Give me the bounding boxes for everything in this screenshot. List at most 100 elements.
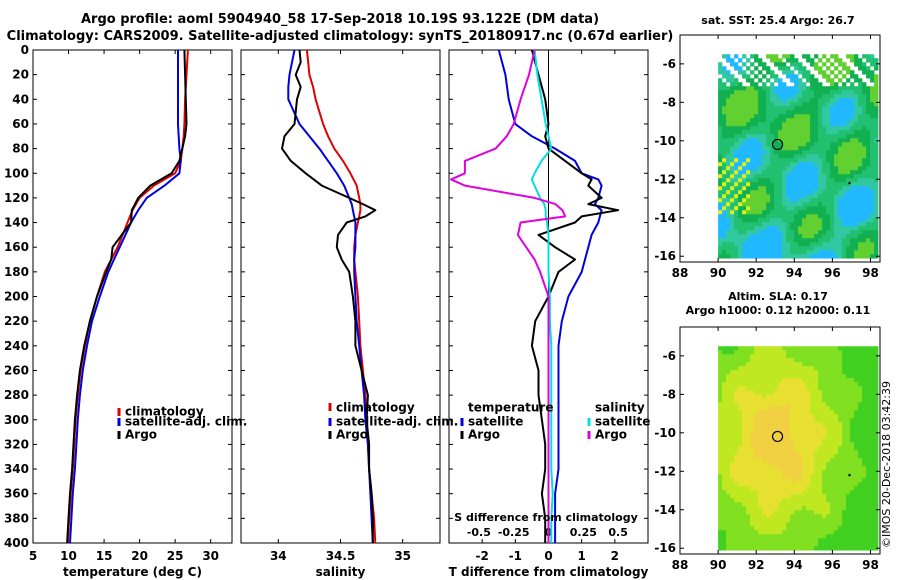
map-cell (782, 350, 787, 355)
map-cell (790, 210, 795, 215)
map-cell (794, 466, 799, 471)
map-cell (854, 526, 859, 531)
map-cell (770, 166, 775, 171)
map-cell (862, 514, 867, 519)
map-cell (846, 482, 851, 487)
map-cell (778, 406, 783, 411)
map-cell (790, 54, 795, 59)
map-cell (790, 90, 795, 95)
map-cell (754, 454, 759, 459)
map-cell (870, 462, 875, 467)
map-cell (774, 114, 779, 119)
map-cell (762, 206, 767, 211)
map-cell (854, 206, 859, 211)
map-cell (862, 386, 867, 391)
map-cell (730, 222, 735, 227)
map-cell (778, 522, 783, 527)
map-cell (846, 534, 851, 539)
map-cell (758, 194, 763, 199)
map-cell (742, 438, 747, 443)
map-cell (734, 546, 739, 551)
map-cell (786, 142, 791, 147)
map-cell (754, 166, 759, 171)
map-cell (874, 542, 879, 547)
map-cell (862, 402, 867, 407)
map-cell (722, 390, 727, 395)
map-cell (842, 242, 847, 247)
map-cell (854, 438, 859, 443)
map-cell (838, 462, 843, 467)
map-cell (742, 470, 747, 475)
map-cell (774, 394, 779, 399)
map-cell (782, 394, 787, 399)
map-cell (870, 378, 875, 383)
map-cell (746, 94, 751, 99)
map-cell (766, 134, 771, 139)
map-cell (750, 198, 755, 203)
map-cell (730, 358, 735, 363)
map-cell (758, 90, 763, 95)
map-cell (722, 226, 727, 231)
map-cell (758, 190, 763, 195)
map-cell (738, 434, 743, 439)
map-cell (846, 66, 851, 71)
map-cell (730, 138, 735, 143)
map-cell (774, 110, 779, 115)
map-cell (762, 142, 767, 147)
map-cell (786, 482, 791, 487)
map-cell (778, 542, 783, 547)
map-cell (722, 134, 727, 139)
map-cell (862, 454, 867, 459)
map-cell (814, 182, 819, 187)
map-cell (734, 414, 739, 419)
map-cell (838, 414, 843, 419)
map-cell (734, 462, 739, 467)
map-cell (834, 130, 839, 135)
map-cell (742, 366, 747, 371)
map-cell (870, 394, 875, 399)
map-cell (854, 406, 859, 411)
map-cell (842, 174, 847, 179)
map-cell (802, 514, 807, 519)
map-cell (774, 390, 779, 395)
map-cell (806, 430, 811, 435)
map-cell (766, 530, 771, 535)
map-cell (822, 398, 827, 403)
map-cell (826, 66, 831, 71)
map-cell (874, 418, 879, 423)
map-cell (826, 354, 831, 359)
map-cell (766, 122, 771, 127)
map-cell (734, 382, 739, 387)
map-cell (858, 230, 863, 235)
map-cell (846, 470, 851, 475)
map-cell (726, 538, 731, 543)
map-cell (762, 158, 767, 163)
map-cell (810, 122, 815, 127)
map-cell (722, 154, 727, 159)
map-cell (842, 126, 847, 131)
map-cell (778, 546, 783, 551)
map-cell (798, 194, 803, 199)
map-cell (726, 502, 731, 507)
map-cell (806, 538, 811, 543)
map-cell (854, 174, 859, 179)
map-cell (834, 362, 839, 367)
map-cell (798, 350, 803, 355)
map-cell (802, 478, 807, 483)
map-cell (718, 542, 723, 547)
map-cell (722, 210, 727, 215)
map-cell (858, 238, 863, 243)
map-cell (754, 474, 759, 479)
map-cell (726, 358, 731, 363)
map-cell (854, 198, 859, 203)
map-cell (862, 194, 867, 199)
map-cell (850, 210, 855, 215)
map-cell (754, 494, 759, 499)
map-cell (874, 538, 879, 543)
map-cell (846, 410, 851, 415)
map-cell (786, 242, 791, 247)
map-cell (846, 210, 851, 215)
map-cell (866, 502, 871, 507)
map-cell (786, 54, 791, 59)
map-cell (810, 374, 815, 379)
